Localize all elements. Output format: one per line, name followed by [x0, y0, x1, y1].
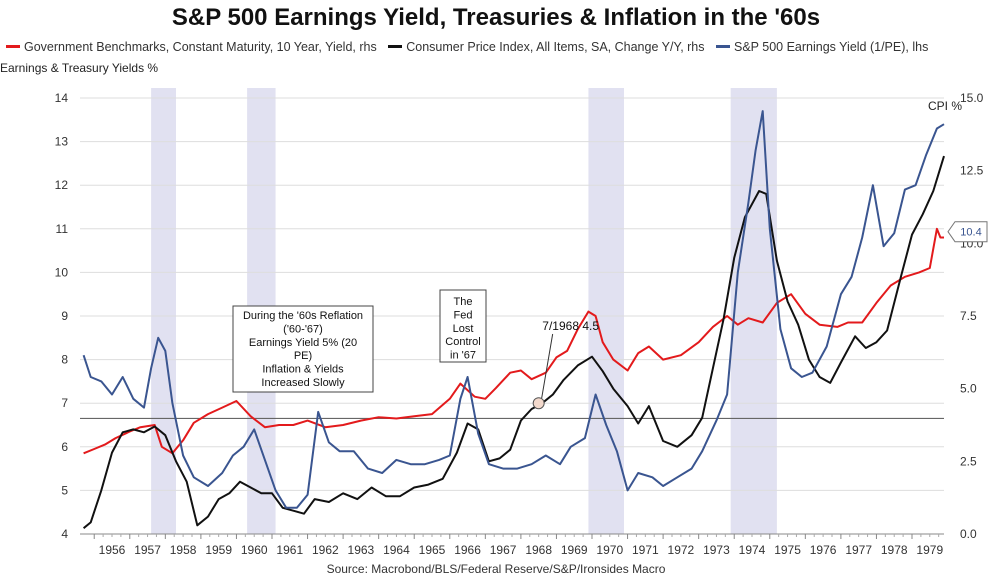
annotation-text-fed-line-2: Lost — [453, 323, 474, 335]
recession-band-2 — [588, 88, 624, 534]
x-tick-label-18: 1974 — [739, 543, 766, 557]
x-tick-label-21: 1977 — [845, 543, 872, 557]
x-tick-label-0: 1956 — [99, 543, 126, 557]
y-tick-label-left-10: 14 — [55, 91, 69, 105]
x-tick-label-10: 1966 — [454, 543, 481, 557]
series-line-treasury-10y — [83, 227, 944, 455]
last-value-tag — [947, 221, 988, 243]
series-line-earnings-yield — [82, 110, 945, 509]
x-tick-label-6: 1962 — [312, 543, 339, 557]
y-tick-label-left-3: 7 — [61, 396, 68, 410]
legend-swatch-earnings-yield — [716, 45, 730, 48]
annotations-group: During the '60s Reflation('60-'67) Earnin… — [232, 221, 988, 410]
y-tick-label-left-0: 4 — [61, 527, 68, 541]
legend-item-cpi: Consumer Price Index, All Items, SA, Cha… — [388, 39, 705, 54]
x-tick-label-14: 1970 — [596, 543, 623, 557]
y-axis-label-left: Earnings & Treasury Yields % — [0, 61, 158, 75]
chart-title: S&P 500 Earnings Yield, Treasuries & Inf… — [171, 4, 821, 31]
legend-swatch-treasury — [6, 45, 20, 48]
x-tick-label-19: 1975 — [774, 543, 801, 557]
chart-legend: Government Benchmarks, Constant Maturity… — [6, 37, 992, 54]
last-value-tag-label: 10.4 — [960, 227, 981, 239]
recession-band-0 — [151, 88, 176, 534]
y-tick-label-left-7: 11 — [56, 222, 69, 236]
y-tick-label-left-9: 13 — [55, 135, 69, 149]
y-tick-label-left-2: 6 — [61, 440, 68, 454]
legend-label-cpi: Consumer Price Index, All Items, SA, Cha… — [406, 39, 705, 54]
marker-1968-point — [532, 397, 545, 410]
x-tick-label-1: 1957 — [134, 543, 161, 557]
x-tick-label-9: 1965 — [419, 543, 446, 557]
annotation-text-reflation-line-4: Inflation & Yields — [262, 364, 344, 376]
y-tick-label-right-5: 12.5 — [960, 164, 984, 178]
y-tick-label-left-8: 12 — [55, 178, 69, 192]
annotation-text-fed-line-1: Fed — [454, 309, 473, 321]
y-tick-label-right-6: 15.0 — [960, 91, 984, 105]
x-tick-label-22: 1978 — [881, 543, 908, 557]
annotation-text-reflation-line-0: During the '60s Reflation — [243, 310, 363, 322]
y-tick-label-left-4: 8 — [61, 353, 68, 367]
legend-label-treasury: Government Benchmarks, Constant Maturity… — [24, 39, 377, 54]
y-tick-label-left-6: 10 — [55, 265, 69, 279]
x-tick-label-17: 1973 — [703, 543, 730, 557]
x-tick-label-4: 1960 — [241, 543, 268, 557]
x-tick-label-13: 1969 — [561, 543, 588, 557]
x-tick-label-15: 1971 — [632, 543, 659, 557]
x-tick-label-20: 1976 — [810, 543, 837, 557]
annotation-text-reflation-line-5: Increased Slowly — [261, 377, 345, 389]
x-tick-label-8: 1964 — [383, 543, 410, 557]
annotation-box-reflation — [232, 305, 374, 393]
x-tick-label-11: 1967 — [490, 543, 517, 557]
annotation-text-fed-line-3: Control — [445, 336, 480, 348]
series-line-cpi — [82, 155, 945, 529]
x-tick-label-12: 1968 — [525, 543, 552, 557]
y-tick-label-left-1: 5 — [61, 483, 68, 497]
source-note: Source: Macrobond/BLS/Federal Reserve/S&… — [326, 562, 666, 576]
series-group — [82, 110, 945, 529]
y-tick-label-right-3: 7.5 — [960, 309, 977, 323]
y-tick-label-right-0: 0.0 — [960, 527, 977, 541]
axes-group: 45678910111213140.02.55.07.510.012.515.0… — [55, 91, 984, 557]
y-axis-label-right: CPI % — [928, 99, 962, 113]
legend-item-earnings-yield: S&P 500 Earnings Yield (1/PE), lhs — [716, 40, 928, 54]
annotation-text-reflation-line-1: ('60-'67) — [283, 323, 323, 335]
x-tick-label-3: 1959 — [205, 543, 232, 557]
annotation-box-fed — [439, 289, 487, 363]
annotation-text-fed-line-4: in '67 — [450, 350, 476, 362]
marker-1968-label: 7/1968 4.5 — [542, 319, 599, 333]
y-tick-label-right-1: 2.5 — [960, 454, 977, 468]
legend-label-earnings-yield: S&P 500 Earnings Yield (1/PE), lhs — [734, 39, 929, 54]
legend-swatch-cpi — [388, 45, 403, 48]
annotation-text-reflation-line-3: PE) — [294, 350, 312, 362]
chart-plot: 45678910111213140.02.55.07.510.012.515.0… — [0, 61, 988, 557]
x-tick-label-23: 1979 — [916, 543, 943, 557]
annotation-text-reflation-line-2: Earnings Yield 5% (20 — [249, 337, 357, 349]
marker-leader-line — [541, 333, 554, 399]
annotation-text-fed-line-0: The — [454, 296, 473, 308]
y-tick-label-right-2: 5.0 — [960, 382, 977, 396]
legend-item-treasury: Government Benchmarks, Constant Maturity… — [6, 40, 377, 54]
x-tick-label-5: 1961 — [276, 543, 303, 557]
x-tick-label-2: 1958 — [170, 543, 197, 557]
y-tick-label-left-5: 9 — [61, 309, 68, 323]
x-tick-label-16: 1972 — [668, 543, 695, 557]
x-tick-label-7: 1963 — [348, 543, 375, 557]
